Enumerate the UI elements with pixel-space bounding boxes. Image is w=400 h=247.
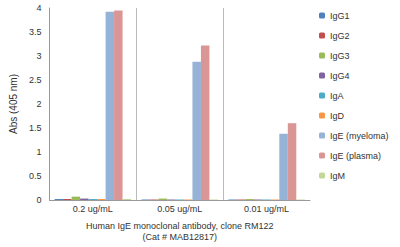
svg-text:3.5: 3.5 bbox=[29, 27, 42, 37]
svg-text:2.5: 2.5 bbox=[29, 75, 42, 85]
svg-text:IgG1: IgG1 bbox=[330, 11, 350, 21]
svg-text:IgE (myeloma): IgE (myeloma) bbox=[330, 131, 389, 141]
svg-text:3: 3 bbox=[36, 51, 41, 61]
svg-text:IgA: IgA bbox=[330, 91, 344, 101]
svg-text:0.01 ug/mL: 0.01 ug/mL bbox=[244, 204, 289, 214]
svg-text:0.2 ug/mL: 0.2 ug/mL bbox=[73, 204, 113, 214]
svg-text:IgM: IgM bbox=[330, 171, 345, 181]
svg-text:4: 4 bbox=[36, 3, 41, 13]
svg-text:Abs (405 nm): Abs (405 nm) bbox=[8, 74, 19, 134]
svg-text:IgD: IgD bbox=[330, 111, 345, 121]
svg-text:Human IgE monoclonal antibody,: Human IgE monoclonal antibody, clone RM1… bbox=[86, 221, 273, 231]
svg-text:0.5: 0.5 bbox=[29, 171, 42, 181]
svg-text:2: 2 bbox=[36, 99, 41, 109]
svg-text:1: 1 bbox=[36, 147, 41, 157]
svg-text:0: 0 bbox=[36, 195, 41, 205]
svg-text:0.05 ug/mL: 0.05 ug/mL bbox=[157, 204, 202, 214]
svg-text:IgG2: IgG2 bbox=[330, 31, 350, 41]
svg-text:IgG4: IgG4 bbox=[330, 71, 350, 81]
svg-text:IgG3: IgG3 bbox=[330, 51, 350, 61]
svg-text:IgE (plasma): IgE (plasma) bbox=[330, 151, 381, 161]
svg-text:1.5: 1.5 bbox=[29, 123, 42, 133]
svg-text:(Cat # MAB12817): (Cat # MAB12817) bbox=[142, 232, 217, 242]
